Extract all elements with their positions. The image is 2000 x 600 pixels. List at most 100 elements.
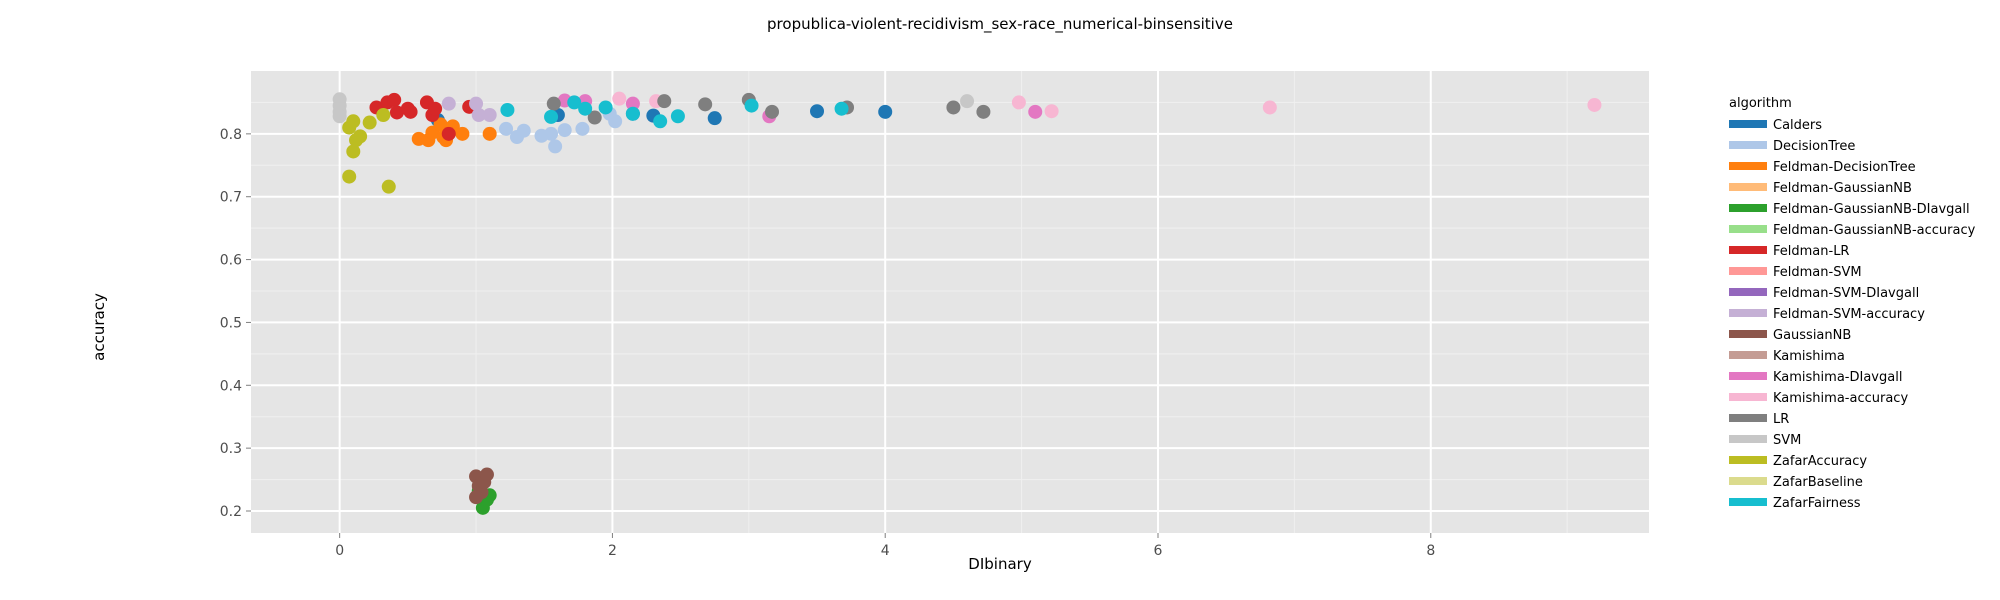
- point-lr: [587, 110, 602, 125]
- legend-label-kamishima-diavgall: Kamishima-DIavgall: [1773, 370, 1902, 385]
- point-kamishima-accuracy: [1587, 97, 1602, 112]
- x-tick-label: 8: [1426, 543, 1435, 559]
- point-zafarfairness: [567, 95, 582, 110]
- legend-swatch-zafarbaseline: [1729, 477, 1767, 485]
- point-decisiontree: [499, 121, 514, 136]
- legend-swatch-feldman-decisiontree: [1729, 162, 1767, 170]
- legend-swatch-kamishima-accuracy: [1729, 393, 1767, 401]
- legend-label-feldman-gaussiannb-diavgall: Feldman-GaussianNB-DIavgall: [1773, 202, 1970, 217]
- y-tick-label: 0.4: [220, 378, 242, 394]
- point-zafarfairness: [653, 114, 668, 129]
- point-feldman-lr: [441, 126, 456, 141]
- legend-label-zafarbaseline: ZafarBaseline: [1773, 475, 1863, 490]
- point-zafaraccuracy: [376, 108, 391, 122]
- point-zafarfairness: [598, 100, 613, 115]
- point-zafarfairness: [744, 98, 759, 113]
- point-zafarfairness: [578, 101, 593, 116]
- y-tick-label: 0.8: [220, 127, 242, 143]
- point-zafarfairness: [500, 102, 515, 117]
- legend-label-feldman-gaussiannb-accuracy: Feldman-GaussianNB-accuracy: [1773, 223, 1976, 238]
- legend-title: algorithm: [1729, 96, 1792, 111]
- point-kamishima-accuracy: [1044, 104, 1059, 119]
- point-feldman-decisiontree: [482, 126, 497, 141]
- point-decisiontree: [544, 126, 559, 141]
- legend-swatch-feldman-svm-accuracy: [1729, 309, 1767, 317]
- point-feldman-decisiontree: [433, 117, 448, 132]
- point-lr: [976, 104, 991, 119]
- point-zafaraccuracy: [346, 114, 361, 129]
- legend-swatch-feldman-lr: [1729, 246, 1767, 254]
- point-feldman-svm-accuracy: [471, 108, 486, 122]
- point-decisiontree: [575, 121, 590, 136]
- legend-swatch-kamishima-diavgall: [1729, 372, 1767, 380]
- point-zafaraccuracy: [346, 144, 361, 159]
- point-svm: [332, 109, 347, 124]
- point-svm: [960, 94, 975, 109]
- legend-label-feldman-decisiontree: Feldman-DecisionTree: [1773, 160, 1916, 175]
- legend-label-lr: LR: [1773, 412, 1789, 427]
- point-zafaraccuracy: [342, 169, 357, 184]
- point-feldman-lr: [389, 105, 404, 120]
- y-tick-label: 0.3: [220, 441, 242, 457]
- legend-swatch-feldman-svm-diavgall: [1729, 288, 1767, 296]
- legend-label-zafaraccuracy: ZafarAccuracy: [1773, 454, 1867, 469]
- point-zafarfairness: [834, 101, 849, 116]
- legend-label-feldman-lr: Feldman-LR: [1773, 244, 1849, 259]
- legend-swatch-zafarfairness: [1729, 498, 1767, 506]
- legend-swatch-feldman-svm: [1729, 267, 1767, 275]
- point-kamishima-accuracy: [612, 91, 627, 106]
- data-points: [332, 91, 1602, 515]
- plot-panel: [251, 71, 1649, 533]
- legend-swatch-gaussiannb: [1729, 330, 1767, 338]
- chart-title: propublica-violent-recidivism_sex-race_n…: [767, 15, 1233, 34]
- x-tick-label: 2: [608, 543, 617, 559]
- point-calders: [878, 104, 893, 119]
- legend-swatch-feldman-gaussiannb-accuracy: [1729, 225, 1767, 233]
- legend-swatch-decisiontree: [1729, 141, 1767, 149]
- point-lr: [698, 97, 713, 112]
- legend-label-kamishima: Kamishima: [1773, 349, 1845, 364]
- point-zafaraccuracy: [381, 179, 396, 194]
- point-decisiontree: [516, 123, 531, 138]
- x-axis-label: DIbinary: [968, 555, 1032, 573]
- x-tick-label: 0: [335, 543, 344, 559]
- legend-label-feldman-svm-accuracy: Feldman-SVM-accuracy: [1773, 307, 1925, 322]
- legend-swatch-zafaraccuracy: [1729, 456, 1767, 464]
- point-zafarfairness: [544, 109, 559, 124]
- legend-label-feldman-svm: Feldman-SVM: [1773, 265, 1862, 280]
- point-zafaraccuracy: [353, 129, 368, 144]
- point-feldman-svm-accuracy: [441, 96, 456, 111]
- legend-swatch-feldman-gaussiannb-diavgall: [1729, 204, 1767, 212]
- point-gaussiannb: [479, 467, 494, 482]
- y-tick-label: 0.2: [220, 504, 242, 520]
- point-calders: [707, 111, 722, 126]
- point-lr: [946, 100, 961, 115]
- y-tick-label: 0.5: [220, 315, 242, 331]
- point-lr: [765, 104, 780, 119]
- point-feldman-lr: [403, 104, 418, 119]
- point-kamishima-diavgall: [625, 96, 640, 111]
- point-decisiontree: [548, 139, 563, 154]
- legend-label-svm: SVM: [1773, 433, 1801, 448]
- point-decisiontree: [557, 123, 572, 138]
- legend-label-gaussiannb: GaussianNB: [1773, 328, 1851, 343]
- legend-label-feldman-gaussiannb: Feldman-GaussianNB: [1773, 181, 1912, 196]
- point-kamishima-accuracy: [1011, 95, 1026, 110]
- point-zafarfairness: [625, 106, 640, 121]
- legend-swatch-svm: [1729, 435, 1767, 443]
- x-tick-label: 6: [1154, 543, 1163, 559]
- point-kamishima-accuracy: [1262, 100, 1277, 115]
- y-tick-label: 0.7: [220, 190, 242, 206]
- legend-swatch-calders: [1729, 120, 1767, 128]
- legend-label-kamishima-accuracy: Kamishima-accuracy: [1773, 391, 1908, 406]
- point-feldman-svm-accuracy: [469, 96, 484, 111]
- point-zafaraccuracy: [362, 115, 377, 130]
- legend-swatch-lr: [1729, 414, 1767, 422]
- point-kamishima-diavgall: [1028, 104, 1043, 119]
- point-feldman-lr: [428, 101, 443, 116]
- axis-ticks: 0 2 4 6 8 0.2 0.3 0.4 0.5 0.6 0.7 0.8: [220, 127, 1436, 559]
- y-axis-label: accuracy: [90, 293, 108, 361]
- legend-swatch-feldman-gaussiannb: [1729, 183, 1767, 191]
- point-feldman-decisiontree: [455, 126, 470, 141]
